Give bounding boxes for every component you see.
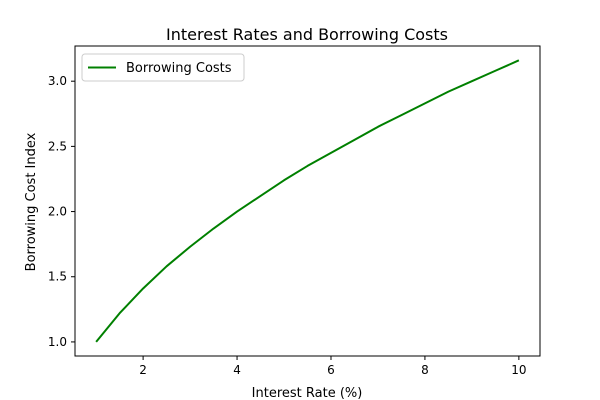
y-tick-label: 2.5 <box>48 139 67 153</box>
y-axis-ticks: 1.0 1.5 2.0 2.5 3.0 <box>48 74 75 349</box>
x-tick-label: 10 <box>511 363 526 377</box>
plot-area: 2 4 6 8 10 1.0 1.5 2.0 2.5 3.0 <box>48 45 541 377</box>
chart-title: Interest Rates and Borrowing Costs <box>166 25 448 44</box>
legend: Borrowing Costs <box>81 53 245 82</box>
y-tick-label: 3.0 <box>48 74 67 88</box>
y-tick-label: 1.0 <box>48 335 67 349</box>
x-axis-ticks: 2 4 6 8 10 <box>139 356 527 377</box>
x-tick-label: 8 <box>421 363 429 377</box>
x-tick-label: 6 <box>327 363 335 377</box>
x-axis-label: Interest Rate (%) <box>252 386 363 400</box>
series-line-borrowing-costs <box>95 59 520 343</box>
y-tick-label: 2.0 <box>48 205 67 219</box>
legend-box <box>81 53 245 82</box>
legend-label-borrowing-costs: Borrowing Costs <box>126 61 232 76</box>
x-tick-label: 2 <box>139 363 147 377</box>
plot-frame <box>74 45 541 357</box>
x-tick-label: 4 <box>233 363 241 377</box>
y-axis-label: Borrowing Cost Index <box>24 132 39 271</box>
y-tick-label: 1.5 <box>48 270 67 284</box>
series-layer <box>95 59 520 343</box>
